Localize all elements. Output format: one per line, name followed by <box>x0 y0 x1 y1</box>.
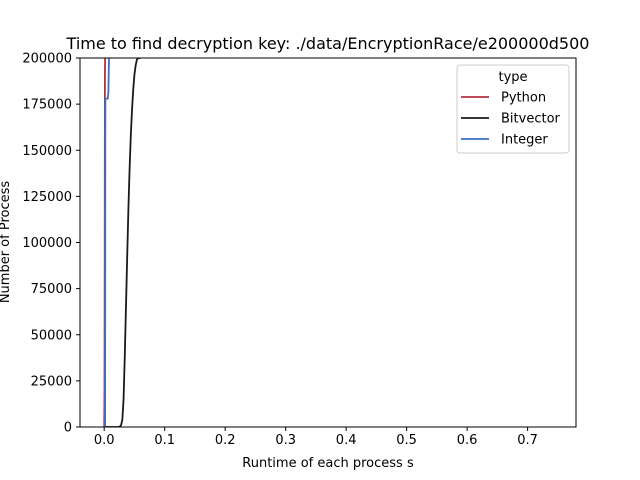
x-axis-label: Runtime of each process s <box>242 456 414 471</box>
x-tick-label: 0.2 <box>215 433 236 448</box>
y-tick-label: 125000 <box>22 190 72 205</box>
y-tick-label: 25000 <box>31 374 72 389</box>
y-tick-label: 200000 <box>22 52 72 67</box>
plot-area: 0.0 0.1 0.2 0.3 0.4 0.5 0.6 0.7 0 25000 50000 75000… <box>22 52 577 448</box>
x-tick-label: 0.0 <box>94 433 115 448</box>
y-tick-label: 50000 <box>31 328 72 343</box>
chart-title: Time to find decryption key: ./data/Encr… <box>66 34 590 53</box>
series-line-bitvector <box>104 58 141 427</box>
legend-box <box>456 64 570 154</box>
legend-title: type <box>498 70 527 85</box>
x-tick-label: 0.7 <box>517 433 538 448</box>
y-tick-label: 100000 <box>22 236 72 251</box>
y-axis-label: Number of Process <box>0 181 13 304</box>
legend-label-integer: Integer <box>501 133 548 148</box>
legend: type Python Bitvector Integer <box>456 64 570 154</box>
x-tick-label: 0.6 <box>457 433 478 448</box>
series-line-integer <box>104 58 110 427</box>
legend-label-bitvector: Bitvector <box>501 112 561 127</box>
y-tick-label: 150000 <box>22 144 72 159</box>
x-tick-label: 0.5 <box>396 433 417 448</box>
x-tick-label: 0.3 <box>275 433 296 448</box>
x-tick-label: 0.1 <box>154 433 175 448</box>
y-tick-label: 75000 <box>31 282 72 297</box>
y-tick-label: 175000 <box>22 98 72 113</box>
legend-label-python: Python <box>501 91 546 106</box>
x-tick-label: 0.4 <box>336 433 357 448</box>
y-tick-label: 0 <box>64 421 72 436</box>
